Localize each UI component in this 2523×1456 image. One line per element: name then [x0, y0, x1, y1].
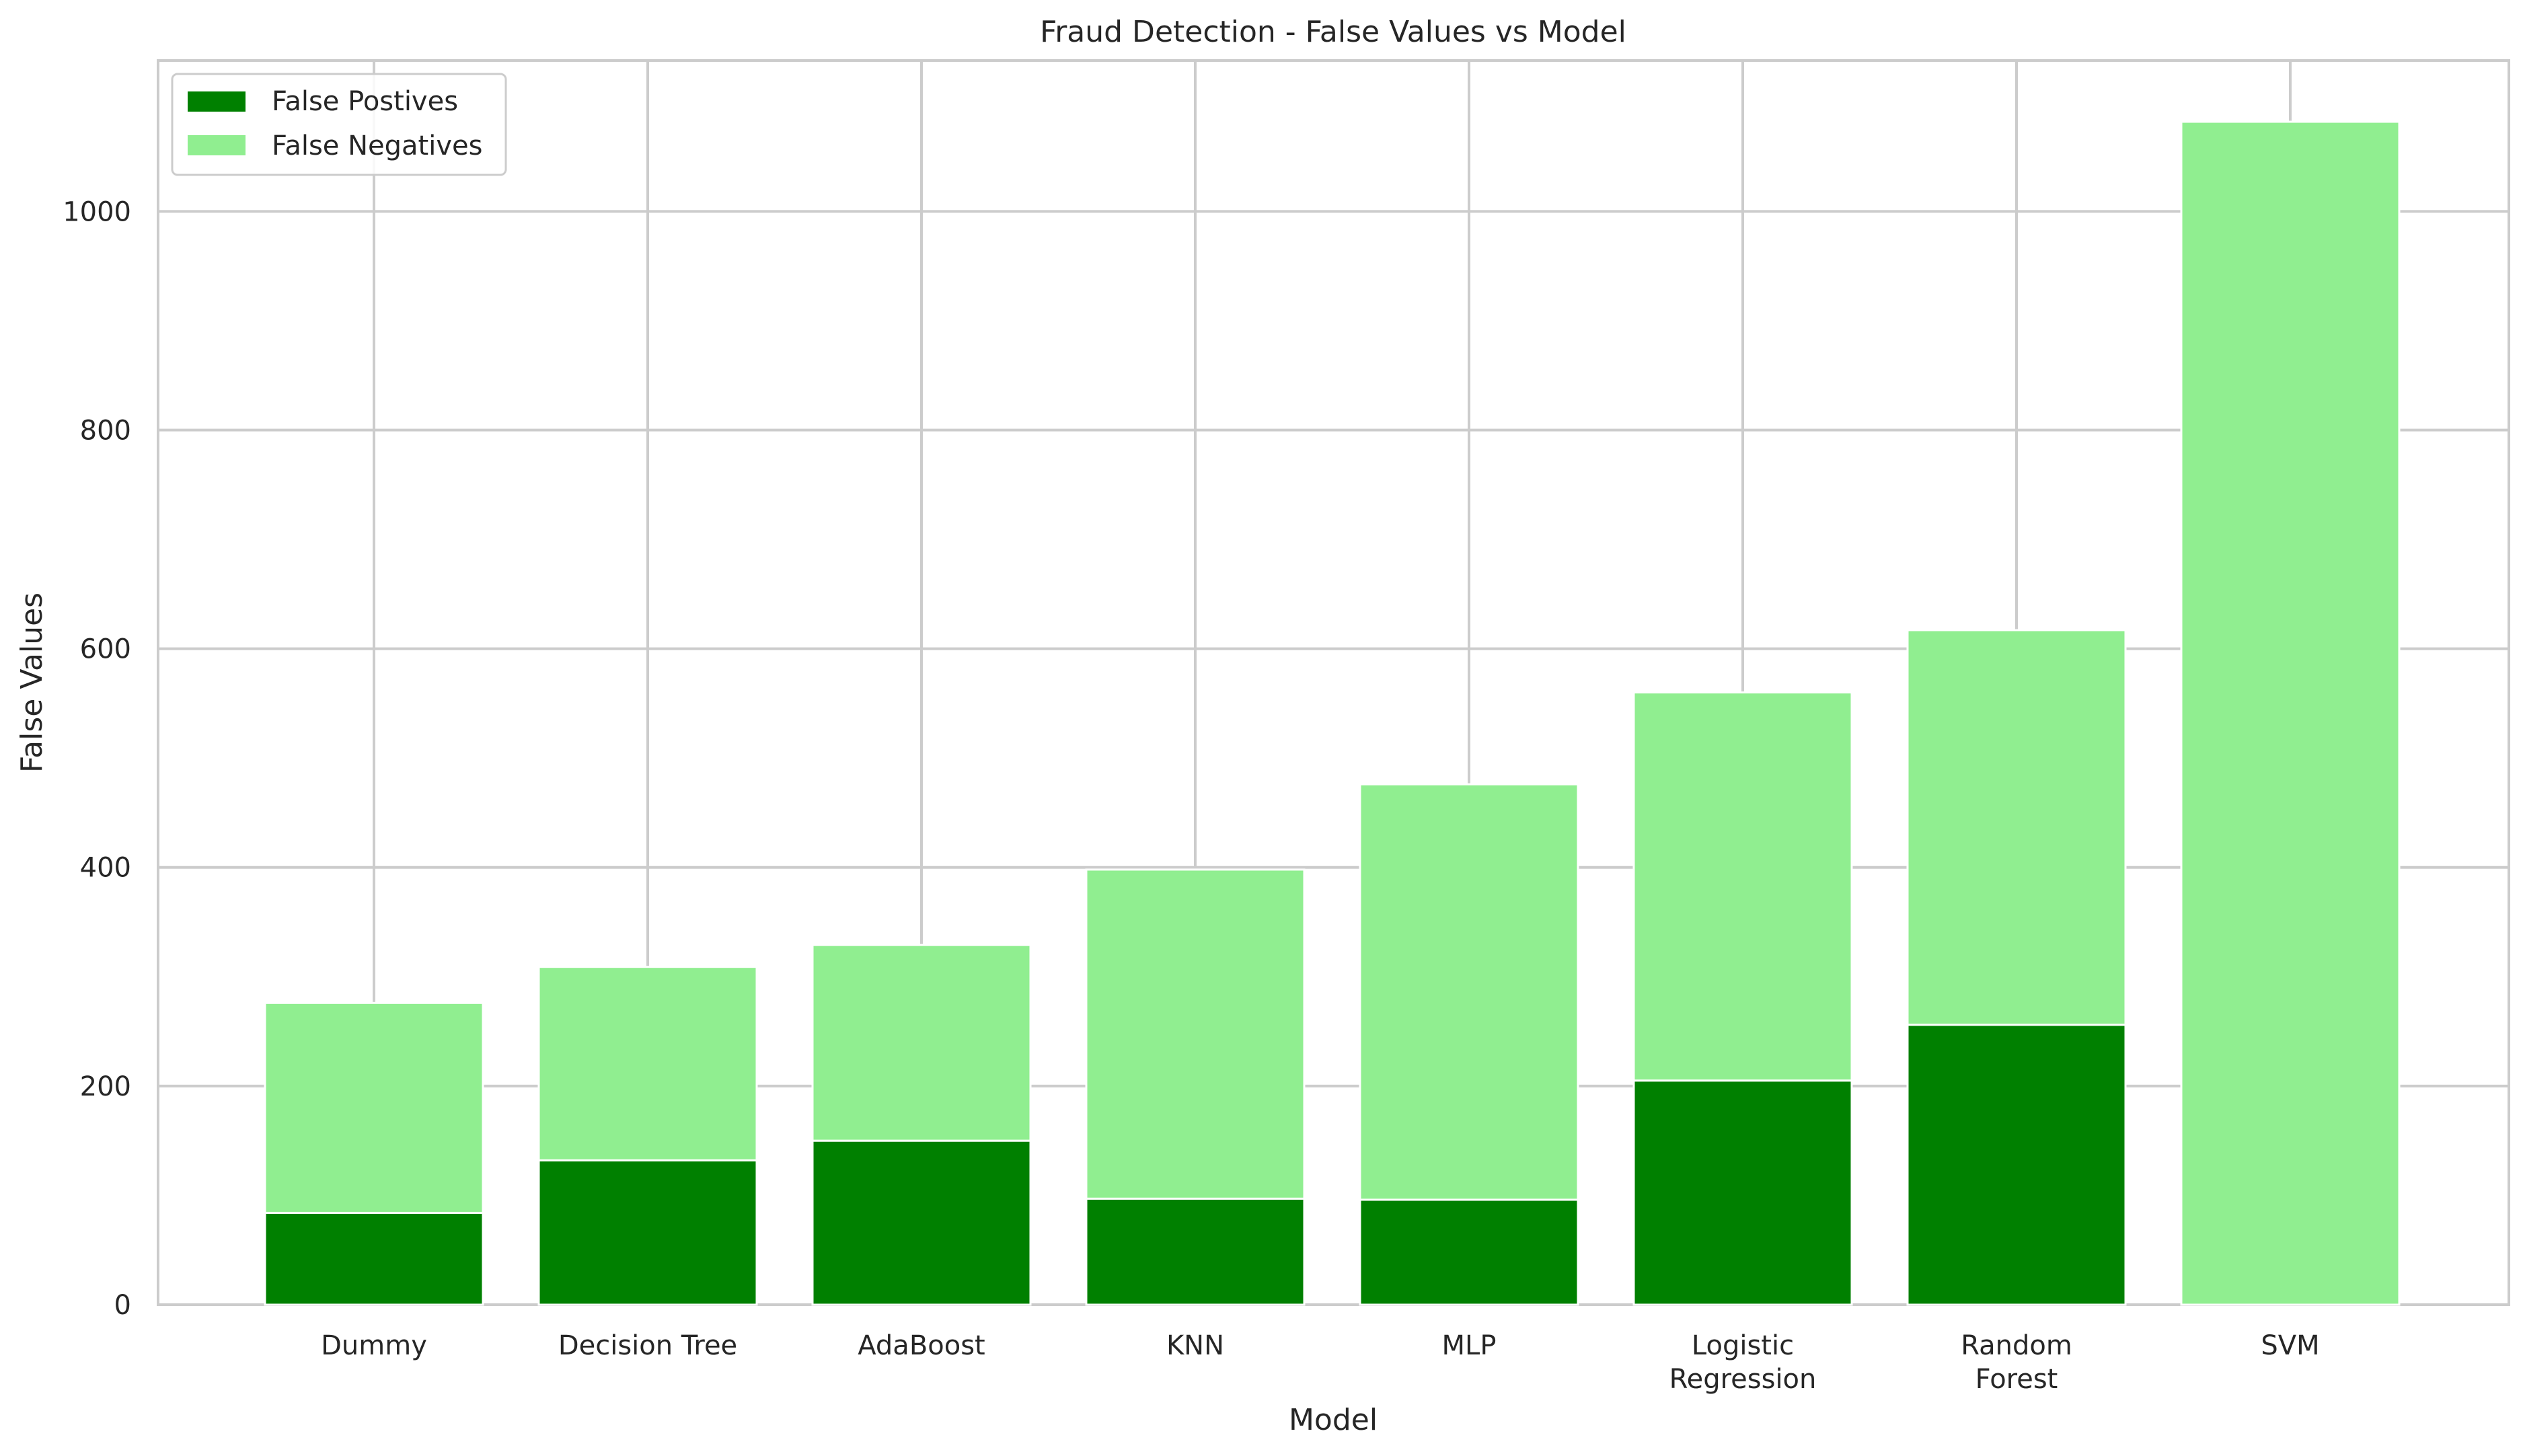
bar-false-postives-mlp	[1359, 1198, 1579, 1306]
x-tick-label: Logistic	[1692, 1330, 1794, 1361]
bar-false-negatives-random-forest	[1906, 629, 2127, 1026]
bar-false-negatives-mlp	[1359, 783, 1579, 1201]
bar-false-negatives-logistic-regression	[1632, 691, 1853, 1082]
bar-false-postives-random-forest	[1906, 1024, 2127, 1306]
x-tick-label: Forest	[1975, 1364, 2058, 1395]
bar-false-postives-knn	[1085, 1197, 1306, 1306]
legend: False Postives False Negatives	[171, 73, 507, 176]
y-tick-label: 0	[114, 1290, 131, 1321]
bar-false-negatives-svm	[2180, 120, 2401, 1306]
y-tick-label: 400	[80, 853, 131, 884]
x-axis-label: Model	[1289, 1403, 1378, 1437]
legend-box	[171, 73, 507, 176]
x-tick-label: KNN	[1166, 1330, 1224, 1361]
bar-false-negatives-decision-tree	[537, 966, 758, 1161]
x-tick-label: Regression	[1669, 1364, 1817, 1395]
legend-label-false-positives: False Postives	[272, 86, 458, 117]
x-tick-label: Dummy	[321, 1330, 427, 1361]
legend-swatch-false-negatives	[188, 135, 246, 155]
chart-title: Fraud Detection - False Values vs Model	[1040, 15, 1626, 49]
bar-false-postives-decision-tree	[537, 1159, 758, 1306]
bar-false-postives-dummy	[264, 1211, 484, 1306]
y-tick-label: 800	[80, 415, 131, 446]
y-tick-label: 200	[80, 1071, 131, 1102]
y-tick-labels: 0 200 400 600 800 1000	[63, 196, 131, 1321]
legend-swatch-false-positives	[188, 91, 246, 112]
y-tick-label: 600	[80, 634, 131, 665]
plot-area-frame	[157, 59, 2510, 1306]
bar-false-postives-adaboost	[811, 1139, 1032, 1306]
legend-label-false-negatives: False Negatives	[272, 130, 482, 161]
x-tick-label: Decision Tree	[558, 1330, 737, 1361]
bar-false-postives-logistic-regression	[1632, 1079, 1853, 1306]
x-tick-label: SVM	[2261, 1330, 2319, 1361]
x-tick-label: MLP	[1442, 1330, 1497, 1361]
bar-false-negatives-knn	[1085, 868, 1306, 1200]
bar-false-negatives-dummy	[264, 1001, 484, 1214]
y-tick-label: 1000	[63, 196, 131, 227]
x-tick-label: Random	[1961, 1330, 2072, 1361]
x-tick-labels: Dummy Decision Tree AdaBoost KNN MLP Logistic…	[321, 1330, 2320, 1395]
bars	[264, 120, 2401, 1306]
y-axis-label: False Values	[15, 592, 49, 773]
bar-false-negatives-adaboost	[811, 944, 1032, 1142]
x-tick-label: AdaBoost	[858, 1330, 985, 1361]
